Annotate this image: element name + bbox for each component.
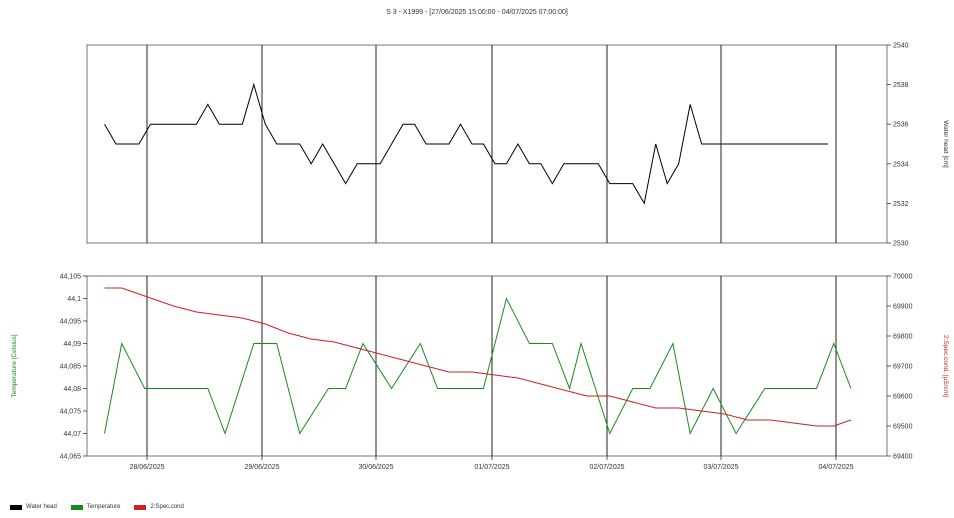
legend: Water head Temperature 2:Spec.cond (10, 504, 184, 510)
legend-item-temperature: Temperature (70, 504, 121, 510)
top-y-tick-label-5: 2530 (893, 241, 909, 248)
top-y-tick-label-0: 2540 (893, 43, 909, 50)
series-spec-cond-line (104, 287, 852, 427)
top-y-tick-label-1: 2538 (893, 82, 909, 89)
top-y-tick-label-2: 2536 (893, 122, 909, 129)
series-temperature-line (104, 297, 852, 436)
legend-swatch-spec-cond (134, 504, 147, 510)
bottom-left-y-tick-label-4: 44,085 (60, 364, 82, 371)
bottom-left-y-tick-label-6: 44,075 (60, 409, 82, 416)
legend-item-spec-cond: 2:Spec.cond (134, 504, 184, 510)
bottom-right-y-tick-label-6: 69400 (893, 454, 913, 461)
series-water-head-line (104, 82, 828, 205)
bottom-right-y-tick-label-1: 69900 (893, 304, 913, 311)
bottom-right-y-tick-label-2: 69800 (893, 334, 913, 341)
x-tick-label-3: 01/07/2025 (474, 464, 509, 471)
top-y-axis-label: Water head [cm] (942, 120, 949, 168)
bottom-left-y-tick-label-5: 44,08 (63, 386, 81, 393)
legend-label-water-head: Water head (26, 504, 57, 510)
bottom-left-y-tick-label-3: 44,09 (63, 341, 81, 348)
bottom-right-y-axis-label: 2:Spec.cond. [µS/cm] (942, 335, 949, 397)
top-y-tick-label-4: 2532 (893, 201, 909, 208)
legend-swatch-water-head (10, 504, 22, 510)
bottom-right-y-tick-label-0: 70000 (893, 274, 913, 281)
legend-label-spec-cond: 2:Spec.cond (150, 504, 184, 510)
top-y-tick-label-3: 2534 (893, 161, 909, 168)
bottom-left-y-tick-label-1: 44,1 (67, 296, 81, 303)
bottom-left-y-tick-label-0: 44,105 (60, 274, 82, 281)
legend-label-temperature: Temperature (86, 504, 121, 510)
bottom-right-y-tick-label-4: 69600 (893, 394, 913, 401)
x-tick-label-4: 02/07/2025 (589, 464, 624, 471)
bottom-left-y-tick-label-2: 44,095 (60, 319, 82, 326)
bottom-right-y-tick-label-5: 69500 (893, 424, 913, 431)
x-tick-label-5: 03/07/2025 (703, 464, 738, 471)
x-tick-label-6: 04/07/2025 (818, 464, 853, 471)
x-tick-label-1: 29/06/2025 (244, 464, 279, 471)
bottom-left-y-tick-label-8: 44,065 (60, 454, 82, 461)
bottom-left-y-tick-label-7: 44,07 (63, 431, 81, 438)
bottom-right-y-tick-label-3: 69700 (893, 364, 913, 371)
x-tick-label-0: 28/06/2025 (129, 464, 164, 471)
bottom-left-y-axis-label: Temperature [Celsius] (11, 334, 18, 397)
legend-swatch-temperature (70, 504, 83, 510)
chart-title: S 3 - X1999 - [27/06/2025 15:00:00 - 04/… (386, 9, 568, 16)
legend-item-water-head: Water head (10, 504, 57, 510)
x-tick-label-2: 30/06/2025 (358, 464, 393, 471)
bottom-panel-frame (86, 275, 888, 457)
top-panel-frame (86, 44, 888, 244)
